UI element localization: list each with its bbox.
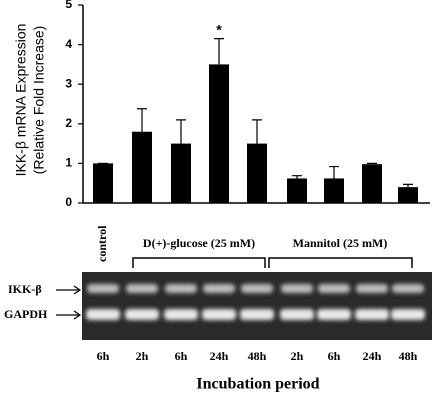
- y-tick-label: 1: [65, 156, 72, 170]
- x-tick-label: 48h: [399, 349, 418, 363]
- x-tick-label: 24h: [363, 349, 382, 363]
- bar: [324, 178, 344, 203]
- error-bar: [252, 119, 262, 144]
- gel-band: [391, 309, 425, 320]
- x-tick-label: 6h: [97, 349, 110, 363]
- bar: [93, 163, 113, 203]
- bar: [398, 187, 418, 203]
- error-bar: [367, 162, 377, 165]
- group-label: D(+)-glucose (25 mM): [143, 236, 255, 250]
- y-tick-label: 5: [65, 0, 72, 11]
- gel-band: [281, 284, 313, 293]
- x-tick-label: 24h: [210, 349, 229, 363]
- error-bar: [137, 108, 147, 132]
- error-bar: [176, 119, 186, 144]
- group-bracket: [268, 257, 413, 268]
- x-axis-title: Incubation period: [196, 376, 319, 393]
- y-axis-title: (Relative Fold Increase): [31, 26, 47, 175]
- band-label: IKK-β: [8, 282, 42, 296]
- y-axis-title: IKK-β mRNA Expression: [13, 24, 29, 177]
- error-bar: [214, 38, 224, 65]
- x-tick-label: 6h: [328, 349, 341, 363]
- gel-background: [82, 272, 432, 340]
- control-label: control: [95, 225, 109, 262]
- bar: [362, 164, 382, 203]
- arrow: [56, 285, 82, 295]
- x-tick-label: 2h: [291, 349, 304, 363]
- x-tick-label: 48h: [248, 349, 267, 363]
- x-tick-label: 2h: [136, 349, 149, 363]
- band-label: GAPDH: [4, 307, 48, 321]
- x-tick-label: 6h: [175, 349, 188, 363]
- gel-band: [126, 284, 158, 293]
- gel-band: [317, 309, 351, 320]
- gel-band: [164, 309, 198, 320]
- group-label: Mannitol (25 mM): [293, 236, 388, 250]
- gel-band: [165, 284, 197, 293]
- gel-band: [241, 284, 273, 293]
- bar: [247, 143, 267, 203]
- y-tick-label: 3: [65, 76, 72, 90]
- gel-band: [203, 284, 235, 293]
- bar: [287, 178, 307, 203]
- group-bracket: [132, 257, 266, 268]
- bar: [209, 64, 229, 204]
- error-bar: [403, 183, 413, 188]
- y-tick-label: 2: [65, 116, 72, 130]
- gel-band: [392, 284, 424, 293]
- bar: [132, 131, 152, 203]
- gel-band: [240, 309, 274, 320]
- error-bar: [329, 165, 339, 179]
- y-tick-label: 4: [65, 37, 72, 51]
- gel-band: [280, 309, 314, 320]
- gel-band: [202, 309, 236, 320]
- arrow: [56, 310, 82, 320]
- gel-band: [355, 309, 389, 320]
- y-tick-label: 0: [65, 195, 72, 209]
- bar: [171, 143, 191, 203]
- error-bar: [292, 175, 302, 179]
- annotation: *: [216, 21, 222, 37]
- gel-band: [86, 309, 120, 320]
- gel-band: [87, 284, 119, 293]
- gel-band: [356, 284, 388, 293]
- gel-band: [318, 284, 350, 293]
- gel-band: [125, 309, 159, 320]
- gel-image: [82, 272, 432, 340]
